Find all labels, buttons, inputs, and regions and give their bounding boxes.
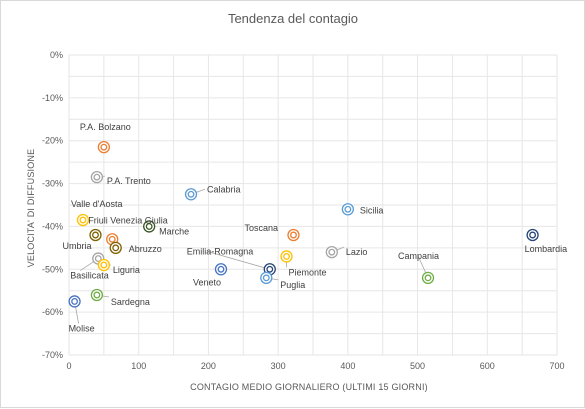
x-tick-label: 500 — [410, 361, 425, 371]
data-point-label: Lazio — [346, 247, 368, 257]
data-point-inner-ring — [217, 265, 225, 273]
x-tick-label: 400 — [340, 361, 355, 371]
data-point-label: Piemonte — [289, 267, 327, 277]
data-point-inner-ring — [283, 252, 290, 260]
data-point-inner-ring — [71, 297, 79, 305]
data-point-label: Puglia — [280, 280, 305, 290]
y-tick-label: -30% — [42, 179, 63, 189]
data-point — [214, 263, 228, 276]
data-point-inner-ring — [290, 231, 297, 239]
data-point-label: Campania — [398, 251, 439, 261]
gridlines — [68, 54, 558, 356]
x-axis-title: CONTAGIO MEDIO GIORNALIERO (ULTIMI 15 GI… — [190, 382, 428, 392]
data-point-inner-ring — [424, 274, 432, 282]
data-point-inner-ring — [145, 222, 153, 230]
data-point-label: P.A. Bolzano — [80, 122, 131, 132]
x-tick-label: 700 — [549, 361, 564, 371]
data-point-inner-ring — [93, 173, 101, 181]
data-point — [421, 271, 435, 285]
data-point-label: Friuli Venezia Giulia — [88, 215, 168, 225]
data-point-inner-ring — [328, 248, 336, 256]
data-point-inner-ring — [187, 190, 195, 198]
y-axis-title: VELOCITA' DI DIFFUSIONE — [26, 149, 36, 268]
chart-title: Tendenza del contagio — [228, 11, 358, 26]
data-point — [97, 140, 111, 154]
data-point-label: Liguria — [113, 265, 140, 275]
data-point-label: Abruzzo — [129, 244, 162, 254]
point-labels: P.A. Bolzano P.A. Trento Valle d'Aosta Friu… — [62, 122, 567, 333]
data-point-inner-ring — [94, 255, 102, 263]
data-point-label: Calabria — [207, 184, 241, 194]
data-point-label: Valle d'Aosta — [71, 199, 123, 209]
data-point — [341, 203, 355, 216]
data-point — [109, 241, 122, 255]
x-tick-label: 600 — [480, 361, 495, 371]
data-point-label: Toscana — [244, 223, 278, 233]
y-tick-label: -10% — [42, 93, 63, 103]
data-point-label: Sicilia — [360, 205, 384, 215]
data-point — [90, 170, 104, 184]
data-point — [287, 228, 300, 242]
data-point — [184, 188, 198, 201]
axis-ticks: 0% -10% -20% -30% -40% -50% -60% -70%0 100 200 300… — [42, 50, 565, 371]
data-point-inner-ring — [529, 231, 537, 239]
data-point-inner-ring — [262, 274, 270, 282]
data-point-inner-ring — [108, 235, 116, 243]
data-point-inner-ring — [93, 291, 101, 299]
data-point-label: Veneto — [193, 277, 221, 287]
data-point — [106, 233, 119, 246]
y-tick-label: -50% — [42, 264, 63, 274]
y-tick-label: -20% — [42, 136, 63, 146]
data-point-inner-ring — [344, 205, 352, 213]
data-point-label: Basilicata — [70, 271, 109, 281]
data-point — [280, 250, 293, 263]
data-point — [97, 258, 111, 272]
data-point — [526, 228, 539, 242]
x-tick-label: 200 — [201, 361, 216, 371]
data-point-label: Umbria — [62, 241, 91, 251]
y-tick-label: 0% — [50, 50, 63, 60]
x-tick-label: 300 — [271, 361, 286, 371]
y-tick-label: -40% — [42, 221, 63, 231]
data-point-label: P.A. Trento — [107, 176, 151, 186]
data-point — [76, 213, 90, 227]
y-tick-label: -60% — [42, 307, 63, 317]
data-point-label: Sardegna — [111, 297, 150, 307]
data-point-inner-ring — [100, 143, 108, 151]
data-point-inner-ring — [100, 261, 108, 269]
data-point-label: Emilia-Romagna — [187, 246, 254, 256]
data-point-inner-ring — [266, 265, 274, 273]
data-point — [325, 245, 338, 259]
data-point — [260, 271, 273, 285]
y-tick-label: -70% — [42, 350, 63, 360]
data-point — [89, 228, 102, 242]
data-point — [68, 295, 81, 308]
data-point — [90, 288, 104, 302]
data-point-inner-ring — [112, 244, 120, 252]
data-point-label: Molise — [69, 323, 95, 333]
data-point-label: Lombardia — [525, 244, 568, 254]
leader-line — [206, 250, 270, 270]
data-point — [143, 220, 156, 233]
data-points — [68, 140, 539, 308]
data-point-inner-ring — [79, 216, 87, 224]
x-tick-label: 0 — [66, 361, 71, 371]
x-tick-label: 100 — [131, 361, 146, 371]
data-point-label: Marche — [159, 226, 189, 236]
data-point-inner-ring — [92, 231, 99, 239]
